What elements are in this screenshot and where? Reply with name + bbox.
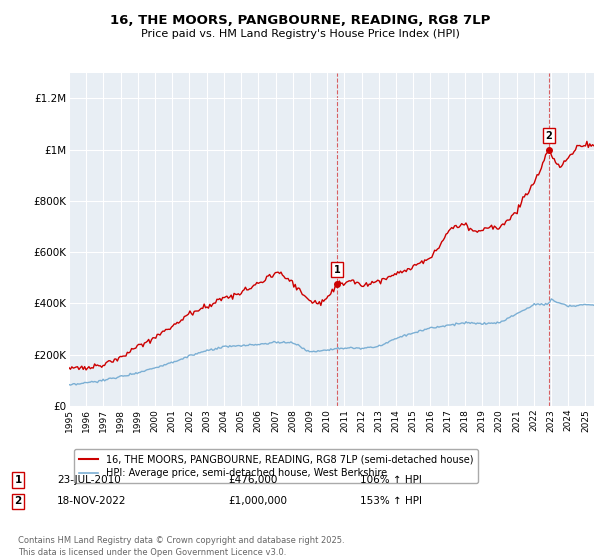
Text: 16, THE MOORS, PANGBOURNE, READING, RG8 7LP: 16, THE MOORS, PANGBOURNE, READING, RG8 … xyxy=(110,14,490,27)
Text: 23-JUL-2010: 23-JUL-2010 xyxy=(57,475,121,485)
Text: £476,000: £476,000 xyxy=(228,475,277,485)
Legend: 16, THE MOORS, PANGBOURNE, READING, RG8 7LP (semi-detached house), HPI: Average : 16, THE MOORS, PANGBOURNE, READING, RG8 … xyxy=(74,449,478,483)
Text: 106% ↑ HPI: 106% ↑ HPI xyxy=(360,475,422,485)
Text: 18-NOV-2022: 18-NOV-2022 xyxy=(57,496,127,506)
Text: 1: 1 xyxy=(14,475,22,485)
Text: 2: 2 xyxy=(545,130,552,141)
Text: Price paid vs. HM Land Registry's House Price Index (HPI): Price paid vs. HM Land Registry's House … xyxy=(140,29,460,39)
Text: Contains HM Land Registry data © Crown copyright and database right 2025.
This d: Contains HM Land Registry data © Crown c… xyxy=(18,536,344,557)
Text: 1: 1 xyxy=(334,265,340,275)
Text: 153% ↑ HPI: 153% ↑ HPI xyxy=(360,496,422,506)
Text: £1,000,000: £1,000,000 xyxy=(228,496,287,506)
Text: 2: 2 xyxy=(14,496,22,506)
